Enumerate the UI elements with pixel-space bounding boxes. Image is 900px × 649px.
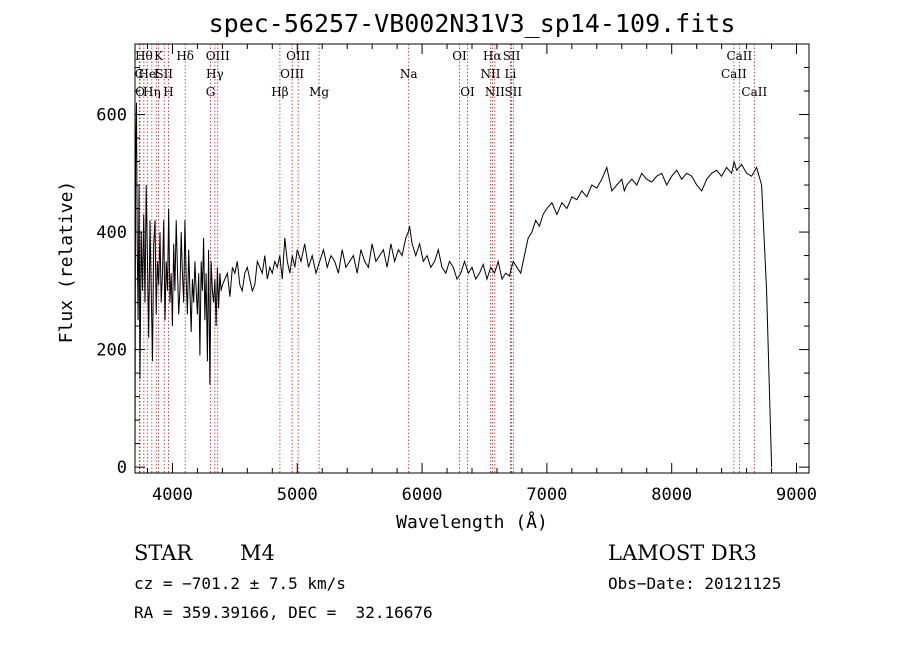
line-marker-label: SII [503,49,521,63]
coordinates: RA = 359.39166, DEC = 32.16676 [134,603,433,622]
line-marker-label: SII [504,85,522,99]
y-axis-label: Flux (relative) [56,181,77,344]
object-class: STAR [134,541,193,565]
line-marker-label: OIII [280,67,304,81]
object-subclass: M4 [240,541,275,565]
x-tick-label: 5000 [277,485,318,505]
line-marker-label: SII [155,67,173,81]
x-tick-label: 6000 [402,485,443,505]
line-marker-label: OI [460,85,475,99]
redshift-velocity: cz = −701.2 ± 7.5 km/s [134,574,346,593]
observation-date: Obs−Date: 20121125 [608,574,782,593]
line-marker-label: Hθ [135,49,153,63]
line-marker-label: I [154,67,159,81]
line-marker-label: Hη [143,85,161,99]
line-marker-label: Hα [483,49,502,63]
line-marker-label: CaII [726,49,752,63]
y-tick-label: 400 [96,223,127,243]
y-tick-label: 600 [96,106,127,126]
line-marker-label: CaII [721,67,747,81]
line-marker-label: Hγ [206,67,224,81]
x-tick-label: 4000 [152,485,193,505]
y-tick-label: 0 [117,458,127,478]
line-marker-label: H [163,85,173,99]
spectrum-line [134,102,773,468]
y-tick-label: 200 [96,341,127,361]
plot-frame [134,43,810,474]
line-marker-label: Mg [309,85,329,99]
line-marker-label: C [135,67,144,81]
x-tick-label: 7000 [526,485,567,505]
line-markers [138,44,755,473]
line-marker-label: K [154,49,164,63]
line-marker-label: OI [452,49,467,63]
line-marker-label: G [206,85,216,99]
line-marker-label: OIII [286,49,310,63]
x-tick-label: 9000 [776,485,817,505]
x-axis-ticks: 4000 5000 6000 7000 8000 9000 [146,44,817,505]
line-marker-label: Li [505,67,517,81]
line-marker-label: Hδ [176,49,194,63]
line-marker-label: OIII [206,49,230,63]
line-marker-labels: COHθHeHηKISIIHHδGHγOIIIHβOIIIOIIIMgNaOIO… [135,49,768,99]
line-marker-label: CaII [741,85,767,99]
survey-name: LAMOST DR3 [608,541,757,565]
line-marker-label: NII [485,85,505,99]
line-marker-label: Na [400,67,418,81]
x-tick-label: 8000 [651,485,692,505]
line-marker-label: Hβ [271,85,288,99]
chart-title: spec-56257-VB002N31V3_sp14-109.fits [209,9,736,38]
x-axis-label: Wavelength (Å) [396,511,548,533]
y-axis-ticks: 0 200 400 600 [96,67,809,478]
line-marker-label: O [135,85,145,99]
line-marker-label: NII [480,67,500,81]
line-marker-label: He [138,67,156,81]
